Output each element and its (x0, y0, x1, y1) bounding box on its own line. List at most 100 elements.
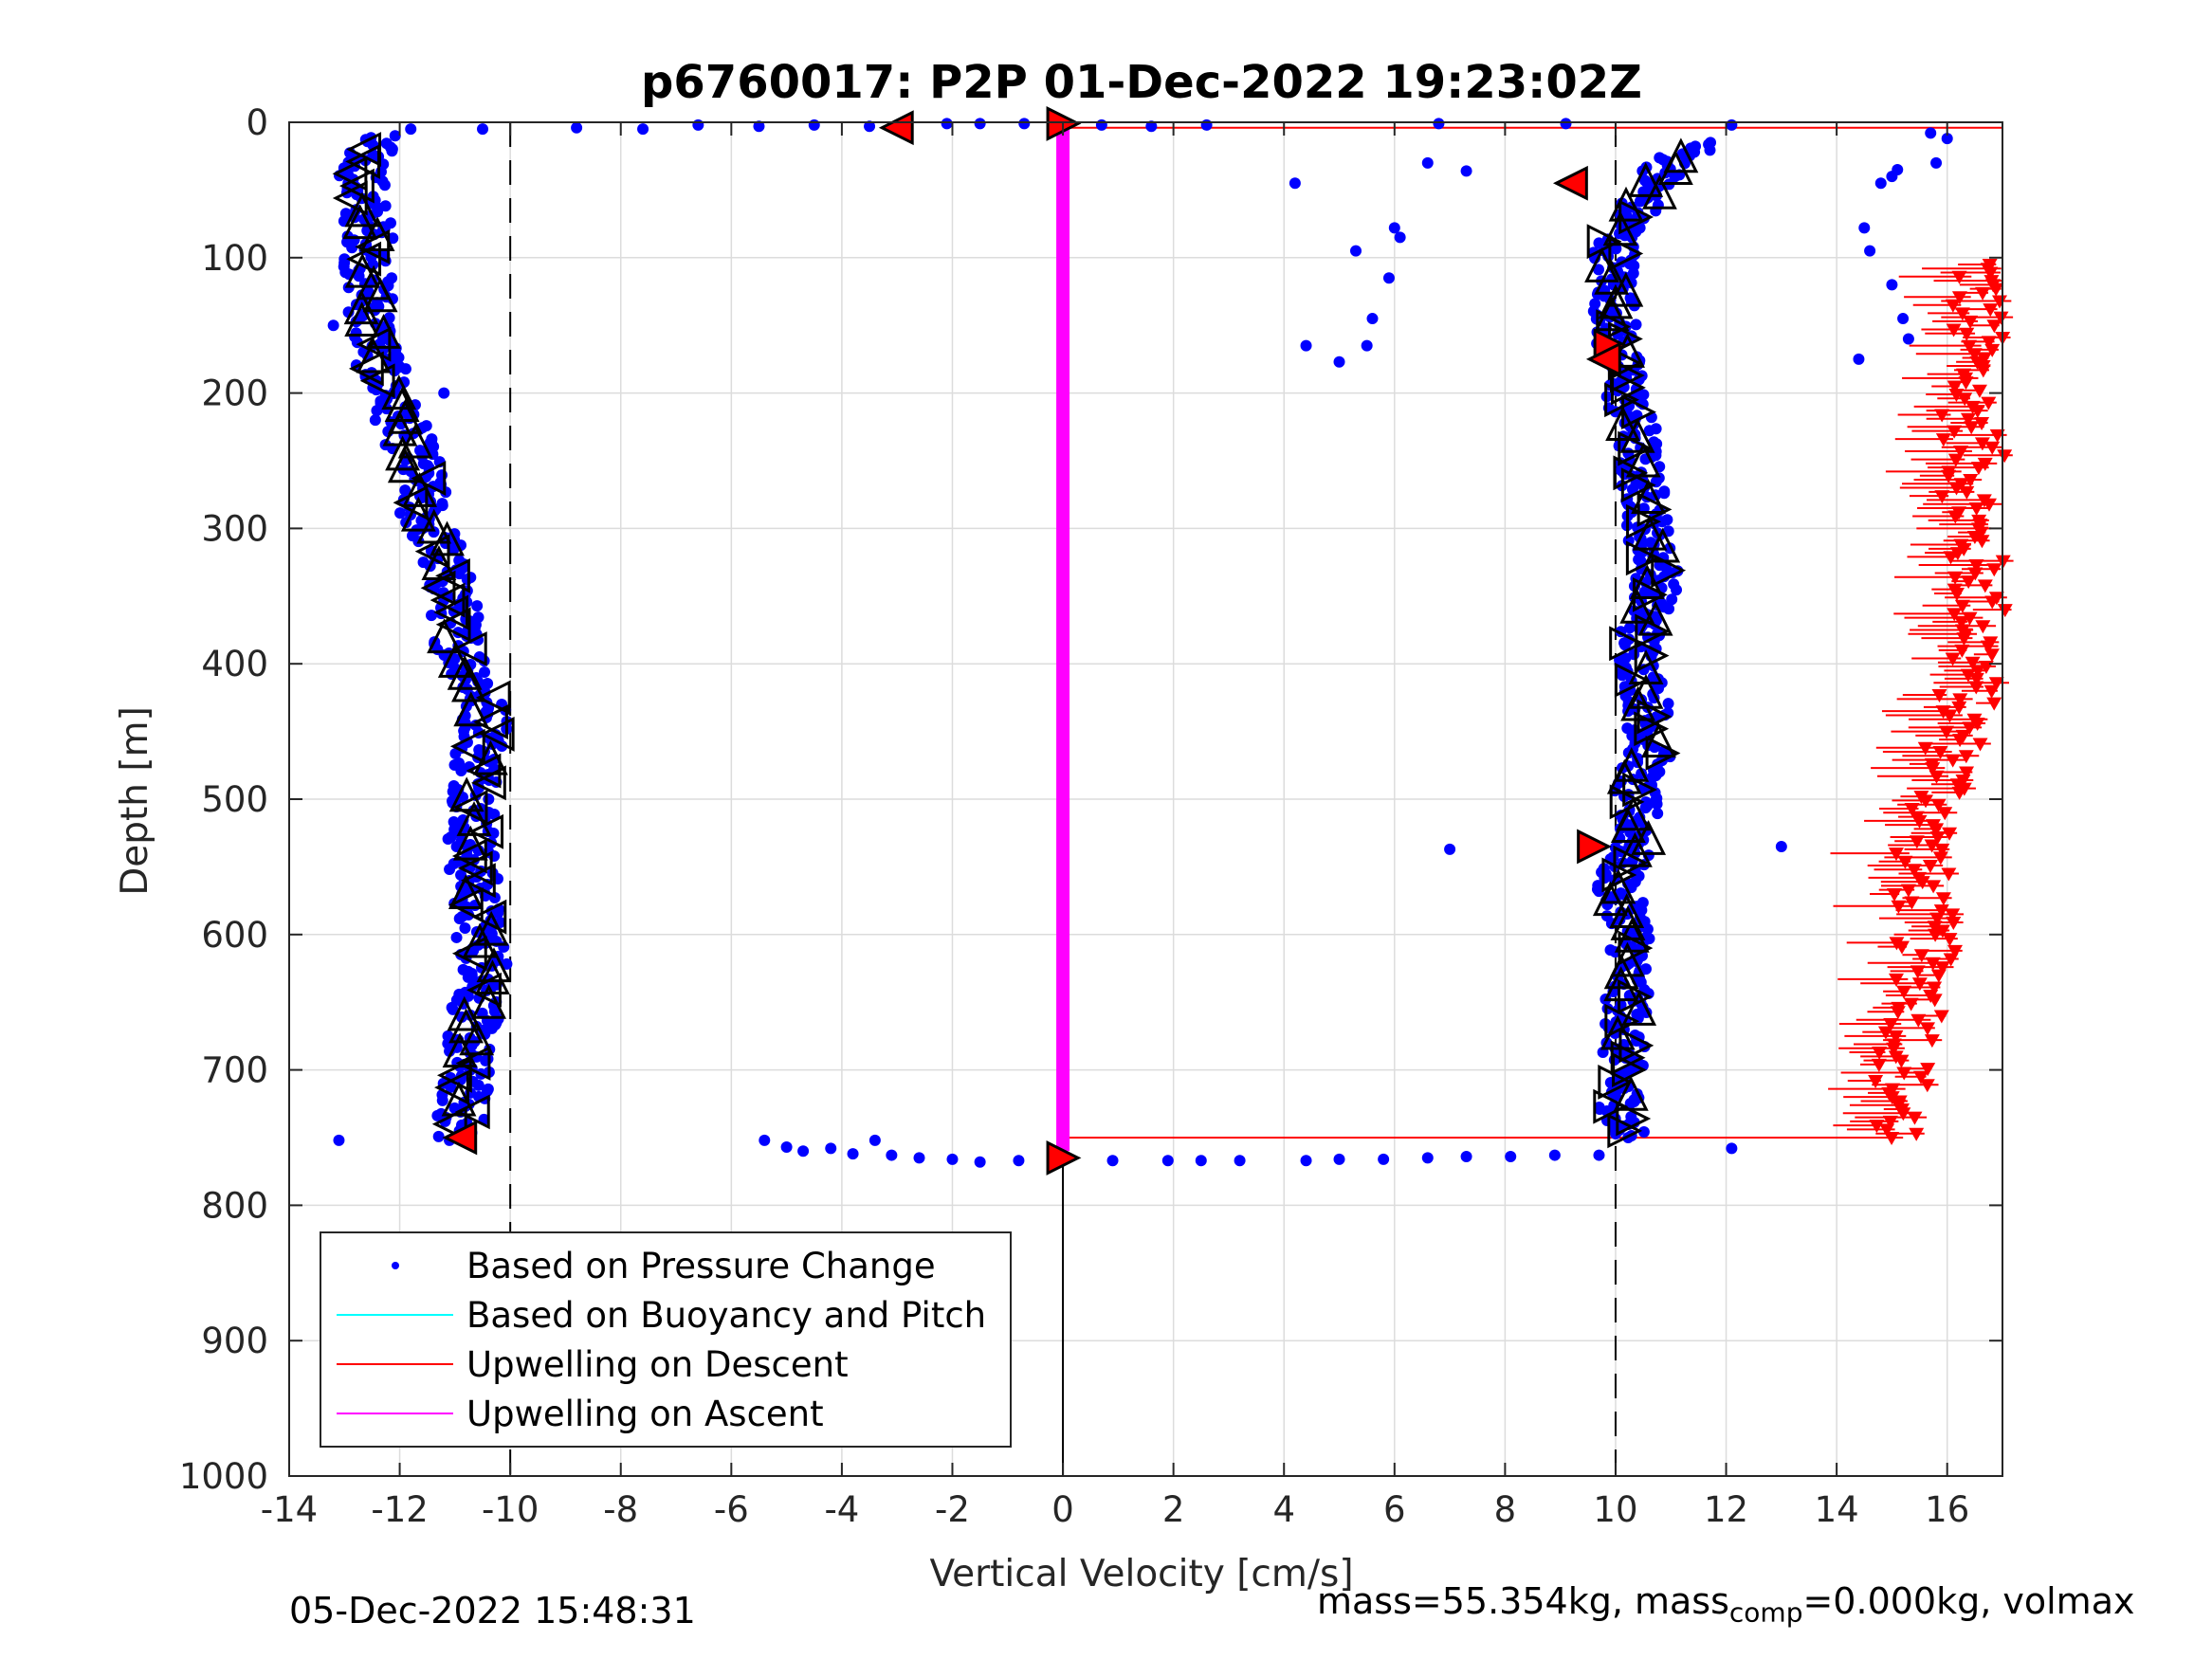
pressure-change-point (1460, 1150, 1472, 1162)
pressure-change-point (1897, 313, 1910, 325)
open-triangle-marker (1601, 857, 1637, 893)
pressure-change-point (1421, 1152, 1434, 1164)
upwelling-descent-marker (1958, 376, 1974, 391)
pressure-change-point (808, 118, 820, 131)
pressure-change-point (1639, 802, 1652, 814)
upwelling-descent-marker (1962, 721, 1978, 736)
red-triangle-marker (1585, 341, 1621, 377)
upwelling-descent-marker (1888, 1030, 1904, 1044)
x-tick-label: -6 (714, 1489, 749, 1530)
open-triangle-marker (342, 204, 378, 240)
upwelling-descent-marker (1952, 734, 1968, 748)
upwelling-descent-marker (1895, 1107, 1911, 1121)
upwelling-descent-marker (1937, 807, 1953, 821)
legend-marker (392, 1262, 399, 1269)
upwelling-descent-marker (1969, 718, 1985, 732)
open-triangle-marker (1625, 540, 1661, 576)
pressure-change-point (1433, 118, 1445, 130)
upwelling-descent-marker (1920, 1022, 1936, 1036)
open-triangle-marker (1598, 283, 1634, 319)
open-triangle-marker (343, 289, 379, 325)
pressure-change-point (432, 1130, 445, 1142)
pressure-change-point (1018, 118, 1031, 130)
open-triangle-marker (1628, 162, 1664, 197)
pressure-change-point (1106, 1155, 1119, 1167)
open-triangle-marker (1632, 576, 1668, 612)
open-triangle-marker (359, 363, 395, 399)
upwelling-descent-marker (1974, 437, 1990, 451)
open-triangle-marker (346, 241, 382, 277)
pressure-change-point (1350, 245, 1362, 257)
upwelling-descent-marker (1963, 315, 1979, 329)
upwelling-descent-marker (1933, 1010, 1949, 1024)
legend: Based on Pressure Change Based on Buoyanc… (320, 1231, 1012, 1448)
x-tick-label: -14 (261, 1489, 318, 1530)
pressure-change-point (472, 1079, 484, 1091)
pressure-change-point (346, 242, 358, 254)
upwelling-descent-marker (1968, 681, 1984, 695)
open-triangle-marker (393, 484, 429, 520)
pressure-change-point (386, 145, 398, 157)
upwelling-descent-marker (1904, 802, 1920, 816)
upwelling-descent-marker (1942, 827, 1958, 841)
upwelling-descent-marker (1964, 421, 1980, 435)
open-triangle-marker (1619, 417, 1655, 453)
y-tick-labels: 0 100 200 300 400 500 600 700 800 900 1000 (179, 102, 268, 1497)
pressure-change-point (477, 123, 489, 136)
upwelling-descent-marker (1942, 933, 1958, 947)
pressure-change-point (780, 1140, 793, 1153)
upwelling-descent-marker (1893, 1054, 1910, 1068)
pressure-change-point (426, 610, 438, 622)
pressure-change-point (405, 123, 417, 136)
pressure-change-point (1095, 118, 1107, 131)
pressure-change-point (1874, 177, 1887, 190)
pressure-change-point (1593, 1149, 1605, 1161)
pressure-change-point (1560, 118, 1572, 130)
open-triangle-marker (1609, 626, 1645, 662)
pressure-change-point (487, 827, 500, 839)
upwelling-descent-marker (1954, 307, 1970, 321)
pressure-change-point (1378, 1153, 1390, 1165)
pressure-change-point (479, 666, 491, 679)
upwelling-descent-marker (1986, 319, 2002, 334)
mass-suffix: =0.000kg, volmax (1802, 1580, 2135, 1622)
pressure-change-point (1200, 118, 1213, 131)
red-triangle-marker (878, 110, 914, 146)
pressure-change-point (1548, 1149, 1561, 1161)
upwelling-descent-marker (1963, 473, 1979, 487)
pressure-change-point (1651, 798, 1663, 811)
pressure-change-point (369, 414, 381, 427)
x-tick-label: 8 (1494, 1489, 1517, 1530)
upwelling-descent-marker (1879, 1123, 1895, 1138)
pressure-change-point (453, 912, 466, 924)
pressure-change-point (399, 484, 411, 497)
upwelling-descent-marker (1926, 880, 1942, 894)
upwelling-descent-marker (1929, 770, 1945, 784)
legend-label: Based on Buoyancy and Pitch (466, 1295, 986, 1336)
pressure-change-point (571, 121, 583, 134)
legend-label: Upwelling on Descent (466, 1344, 849, 1385)
upwelling-descent-marker (1947, 944, 1963, 958)
pressure-change-point (1886, 279, 1898, 291)
open-triangle-marker (1631, 479, 1666, 515)
pressure-change-point (333, 1134, 345, 1146)
y-tick-label: 600 (201, 915, 268, 956)
upwelling-descent-marker (1872, 1047, 1888, 1061)
y-tick-label: 100 (201, 238, 268, 279)
pressure-change-point (483, 793, 495, 805)
chart-title: p6760017: P2P 01-Dec-2022 19:23:02Z (641, 56, 1642, 109)
upwelling-descent-marker (1983, 648, 2000, 663)
open-triangle-marker (462, 922, 498, 958)
upwelling-descent-marker (1932, 851, 1948, 866)
pressure-change-point (1388, 222, 1400, 234)
upwelling-descent-marker (1910, 1013, 1927, 1028)
pressure-change-point (1658, 487, 1671, 500)
pressure-change-point (1013, 1155, 1025, 1167)
x-tick-label: 6 (1383, 1489, 1406, 1530)
red-triangle-marker (1046, 1139, 1082, 1176)
pressure-change-point (1902, 333, 1914, 345)
upwelling-descent-marker (1981, 336, 1997, 350)
pressure-change-point (471, 600, 484, 612)
upwelling-descent-marker (1981, 498, 1997, 512)
upwelling-descent-marker (1907, 1111, 1923, 1125)
